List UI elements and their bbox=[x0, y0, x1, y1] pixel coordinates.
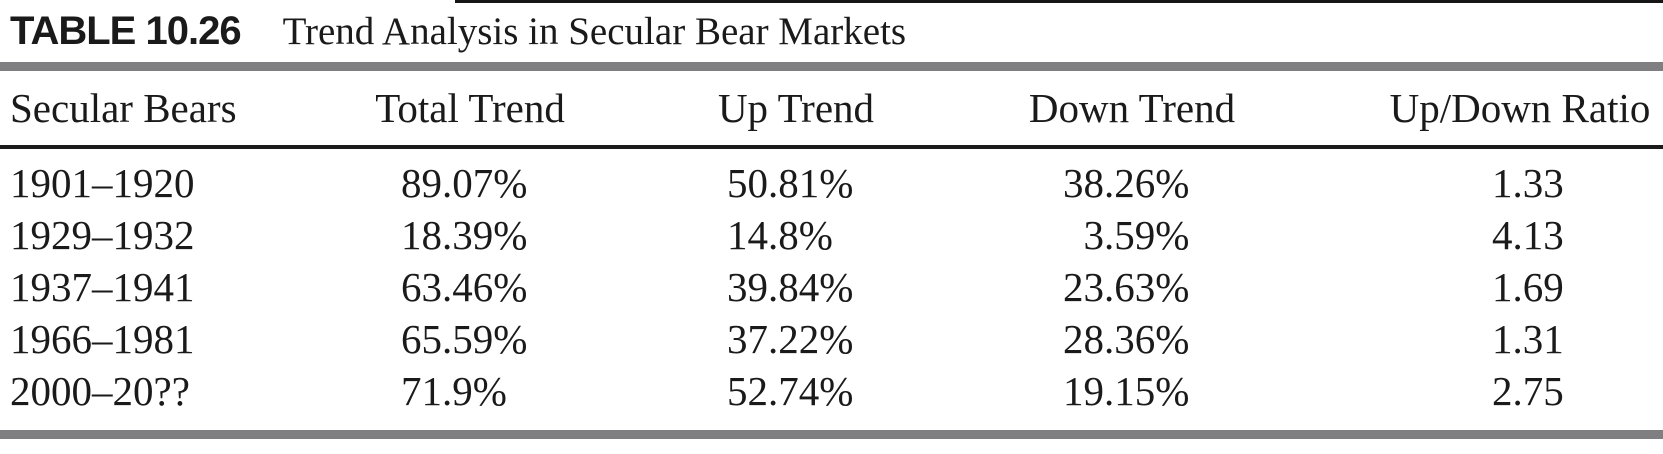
cell-up-down-ratio: 1.31 bbox=[1492, 316, 1564, 362]
header-up-down-ratio: Up/Down Ratio bbox=[1389, 85, 1651, 131]
table-title: Trend Analysis in Secular Bear Markets bbox=[282, 9, 907, 53]
cell-total-trend: 18.39% bbox=[401, 212, 528, 258]
header-down-trend: Down Trend bbox=[1028, 85, 1236, 131]
header-up-trend: Up Trend bbox=[717, 85, 875, 131]
cell-up-down-ratio: 4.13 bbox=[1492, 212, 1564, 258]
cell-up-down-ratio: 1.69 bbox=[1492, 264, 1564, 310]
table-row: 1901–1920 89.07% 50.81% 38.26% 1.33 bbox=[0, 157, 1663, 209]
cell-down-trend: 19.15% bbox=[1063, 368, 1190, 414]
table-caption: TABLE 10.26 Trend Analysis in Secular Be… bbox=[0, 0, 1663, 62]
table-header-row: Secular Bears Total Trend Up Trend Down … bbox=[0, 71, 1663, 145]
cell-down-trend: 3.59% bbox=[1083, 212, 1190, 258]
cell-up-trend: 14.8% bbox=[727, 212, 833, 258]
top-edge-line bbox=[455, 0, 1663, 3]
cell-up-trend: 37.22% bbox=[727, 316, 854, 362]
cell-period: 1966–1981 bbox=[10, 316, 195, 362]
table-row: 1966–1981 65.59% 37.22% 28.36% 1.31 bbox=[0, 313, 1663, 365]
cell-down-trend: 23.63% bbox=[1063, 264, 1190, 310]
header-divider-rule bbox=[0, 145, 1663, 149]
cell-period: 1929–1932 bbox=[10, 212, 195, 258]
table-row: 1929–1932 18.39% 14.8% 3.59% 4.13 bbox=[0, 209, 1663, 261]
cell-total-trend: 89.07% bbox=[401, 160, 528, 206]
header-total-trend: Total Trend bbox=[375, 85, 565, 131]
table-number-label: TABLE 10.26 bbox=[10, 8, 242, 53]
cell-up-trend: 39.84% bbox=[727, 264, 854, 310]
cell-period: 1937–1941 bbox=[10, 264, 195, 310]
cell-period: 1901–1920 bbox=[10, 160, 195, 206]
cell-up-down-ratio: 1.33 bbox=[1492, 160, 1564, 206]
table-row: 2000–20?? 71.9% 52.74% 19.15% 2.75 bbox=[0, 365, 1663, 417]
cell-down-trend: 38.26% bbox=[1063, 160, 1190, 206]
cell-down-trend: 28.36% bbox=[1063, 316, 1190, 362]
header-secular-bears: Secular Bears bbox=[10, 85, 237, 131]
cell-period: 2000–20?? bbox=[10, 368, 190, 414]
cell-up-trend: 50.81% bbox=[727, 160, 854, 206]
cell-total-trend: 65.59% bbox=[401, 316, 528, 362]
cell-up-trend: 52.74% bbox=[727, 368, 854, 414]
cell-total-trend: 71.9% bbox=[401, 368, 507, 414]
bottom-rule bbox=[0, 430, 1663, 439]
table-row: 1937–1941 63.46% 39.84% 23.63% 1.69 bbox=[0, 261, 1663, 313]
top-rule bbox=[0, 62, 1663, 71]
cell-up-down-ratio: 2.75 bbox=[1492, 368, 1564, 414]
table-body: 1901–1920 89.07% 50.81% 38.26% 1.33 1929… bbox=[0, 149, 1663, 425]
cell-total-trend: 63.46% bbox=[401, 264, 528, 310]
